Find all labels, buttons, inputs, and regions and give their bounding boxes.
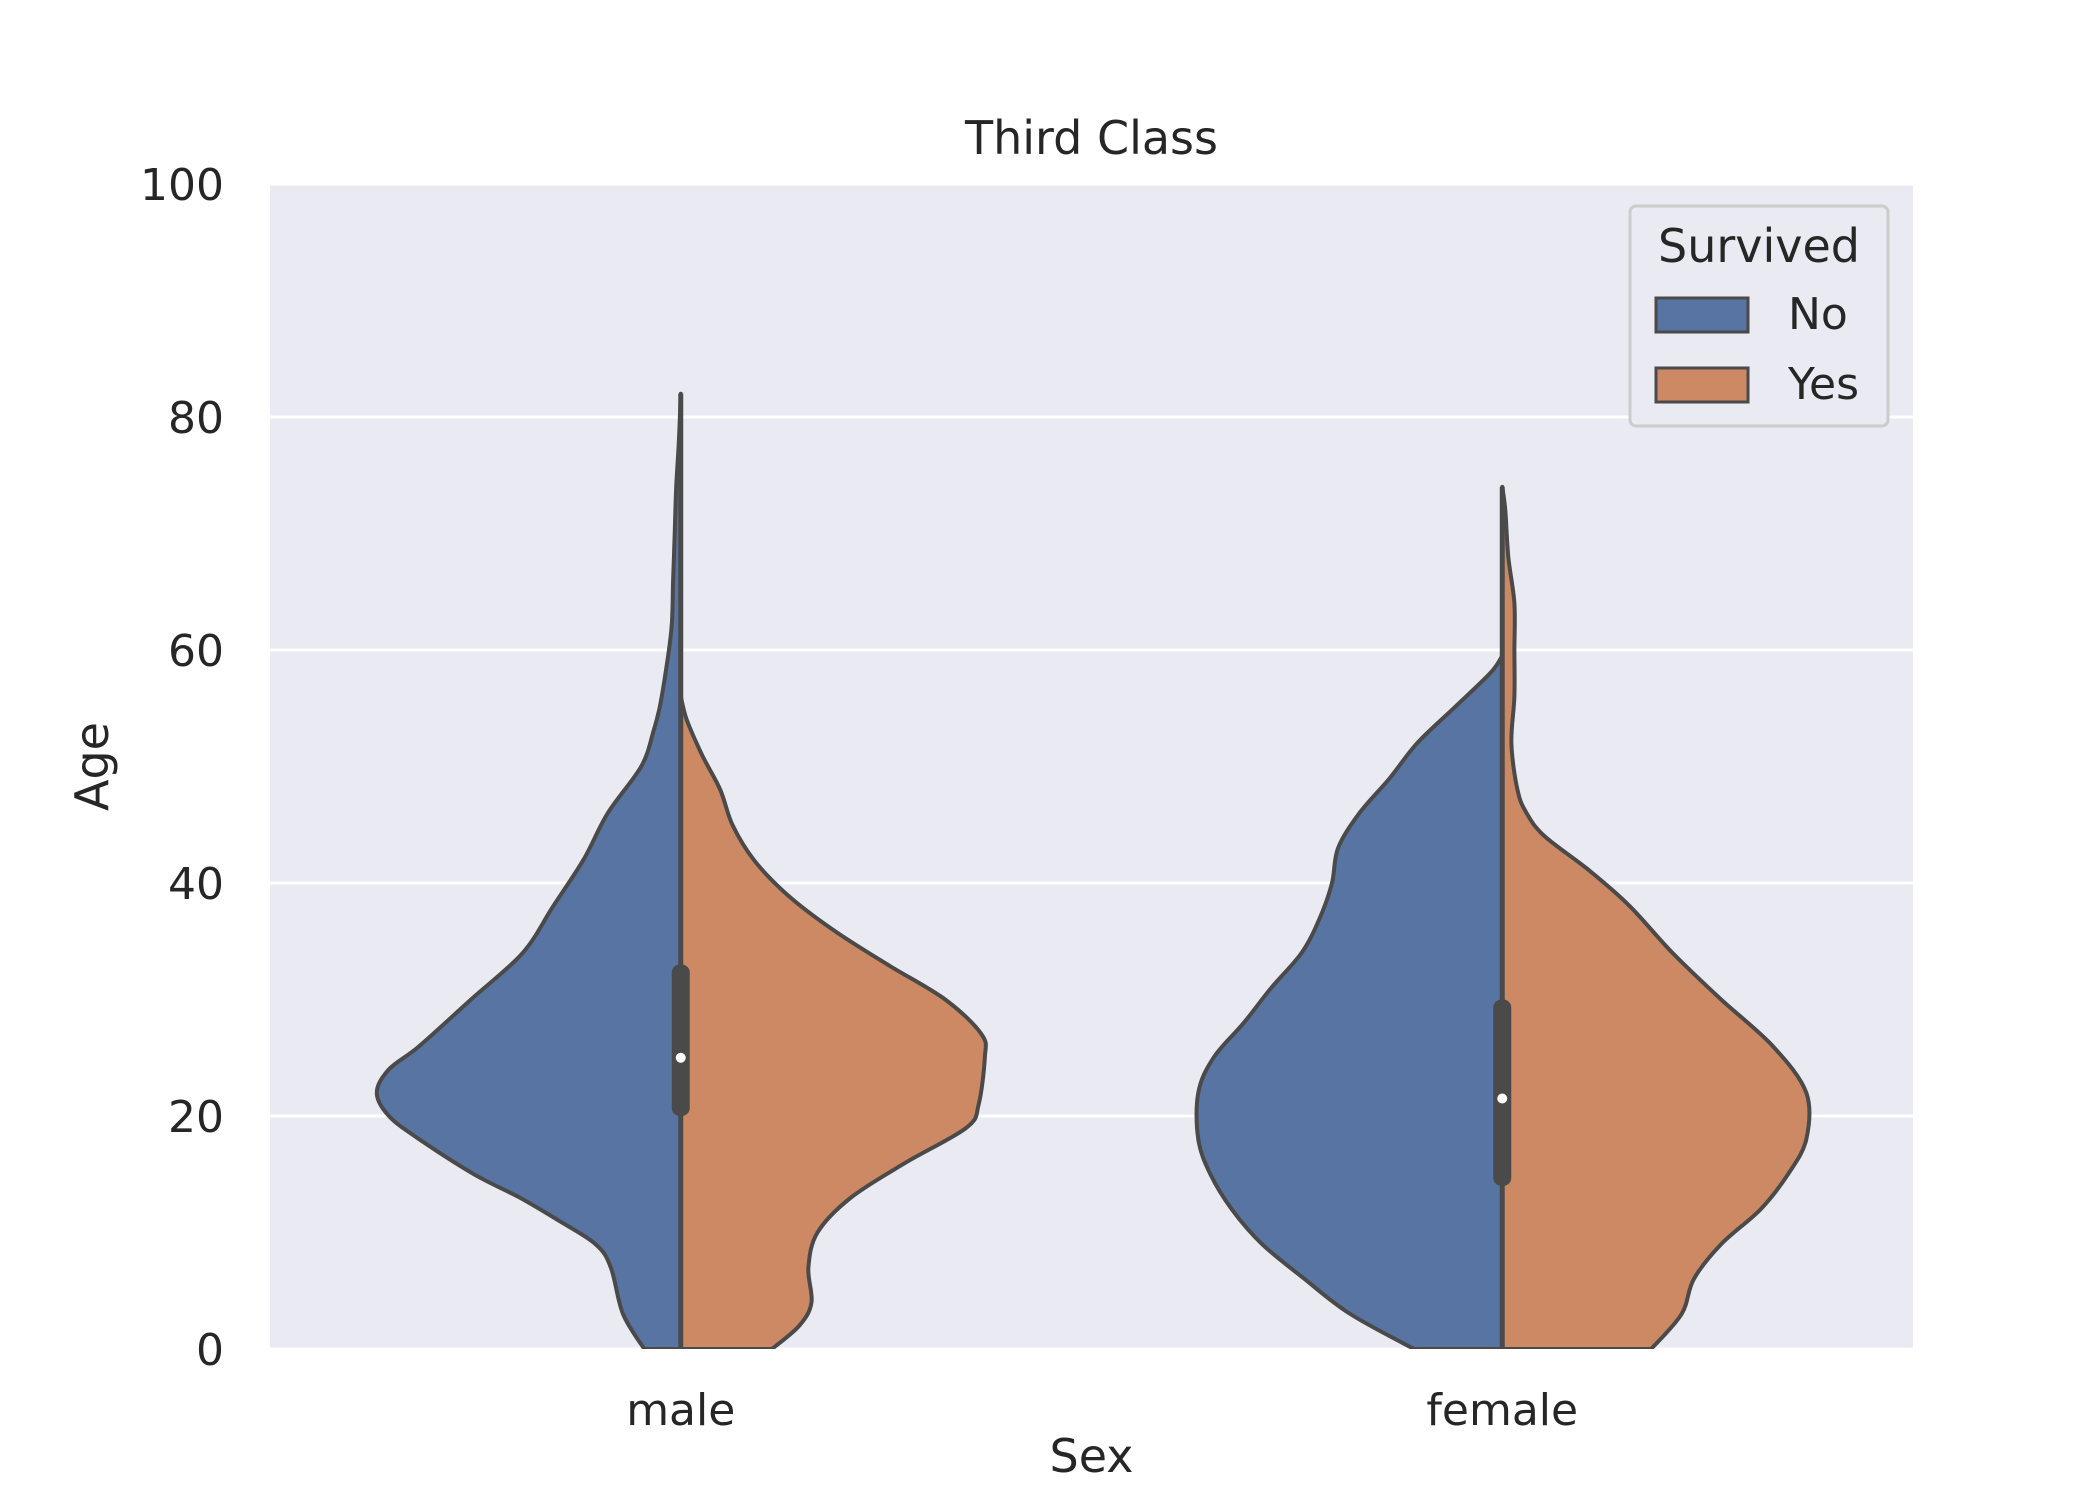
x-axis-label: Sex — [1050, 1429, 1134, 1483]
y-tick-label: 20 — [168, 1092, 224, 1143]
y-tick-label: 40 — [168, 859, 224, 910]
violin-female-yes — [1500, 484, 1812, 1349]
median-marker — [675, 1052, 686, 1063]
violins — [374, 391, 1812, 1349]
y-axis-ticks: 0 20 40 60 80 100 — [140, 160, 224, 1376]
median-marker — [1497, 1093, 1508, 1104]
y-tick-label: 0 — [196, 1325, 224, 1376]
legend-swatch — [1654, 296, 1750, 334]
interquartile-box — [1493, 999, 1512, 1186]
legend-label: No — [1788, 289, 1848, 340]
y-tick-label: 80 — [168, 393, 224, 444]
violin-female-no — [1194, 653, 1505, 1349]
violin-male-no — [374, 391, 683, 1349]
interquartile-box — [671, 964, 690, 1116]
y-tick-label: 60 — [168, 626, 224, 677]
chart-title: Third Class — [964, 111, 1218, 165]
y-tick-label: 100 — [140, 160, 224, 211]
x-axis-ticks: male female — [626, 1385, 1578, 1436]
legend-items: No Yes — [1654, 289, 1859, 410]
violin-male-yes — [678, 694, 988, 1349]
x-tick-label: female — [1426, 1385, 1578, 1436]
y-axis-label: Age — [65, 722, 119, 811]
x-tick-label: male — [626, 1385, 735, 1436]
legend: Survived No Yes — [1628, 204, 1890, 428]
legend-label: Yes — [1787, 359, 1859, 410]
legend-title: Survived — [1658, 219, 1860, 273]
legend-swatch — [1654, 366, 1750, 404]
box-summaries — [671, 393, 1512, 1349]
